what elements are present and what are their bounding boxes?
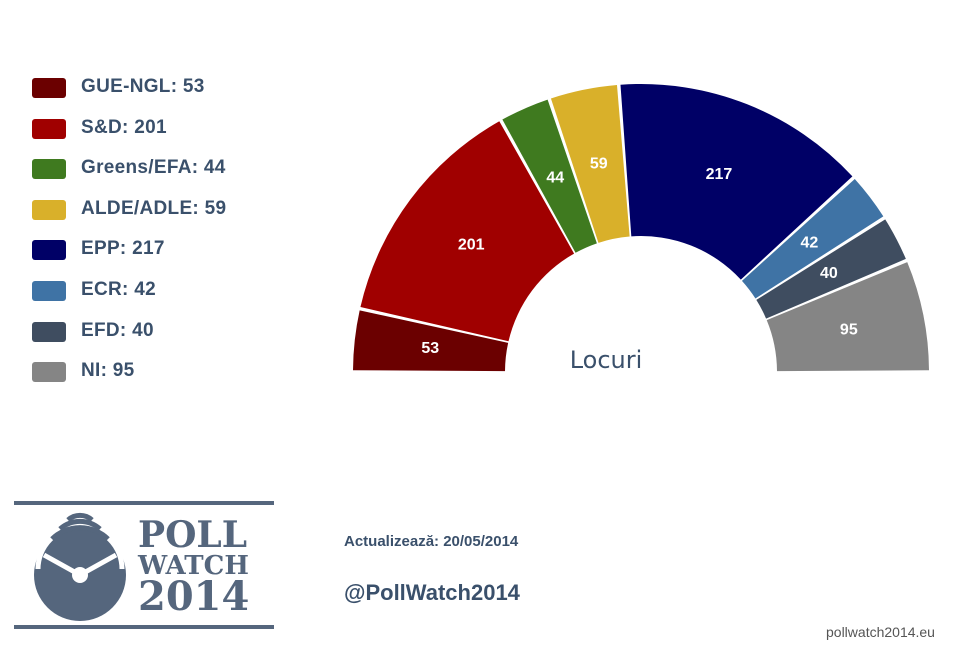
legend-label-epp: EPP: 217 xyxy=(81,238,165,260)
pollwatch-logo: POLL WATCH 2014 xyxy=(14,501,274,629)
twitter-handle[interactable]: @PollWatch2014 xyxy=(344,580,520,605)
chart-slices xyxy=(353,84,929,372)
legend-label-ecr: ECR: 42 xyxy=(81,278,156,300)
legend-swatch-gue-ngl xyxy=(32,78,66,98)
slice-greens-efa xyxy=(502,99,597,253)
slice-label-alde-adle: 59 xyxy=(590,155,608,172)
slice-ecr xyxy=(741,179,884,299)
slice-label-ecr: 42 xyxy=(801,234,819,251)
slice-label-efd: 40 xyxy=(820,265,838,282)
legend-label-efd: EFD: 40 xyxy=(81,319,154,341)
legend-label-greens-efa: Greens/EFA: 44 xyxy=(81,157,226,179)
legend-swatch-efd xyxy=(32,321,66,342)
slice-epp xyxy=(620,84,853,280)
slice-efd xyxy=(756,219,906,319)
logo-text-year: 2014 xyxy=(138,573,250,620)
slice-label-ni: 95 xyxy=(840,321,858,338)
slice-ni xyxy=(766,262,929,372)
slice-s-and-d xyxy=(360,121,575,342)
legend-label-alde-adle: ALDE/ADLE: 59 xyxy=(81,197,227,219)
website-url[interactable]: pollwatch2014.eu xyxy=(826,624,935,640)
chart-center-label: Locuri xyxy=(570,346,643,374)
logo-top-rule xyxy=(14,501,274,505)
legend-label-ni: NI: 95 xyxy=(81,360,135,382)
legend-swatch-epp xyxy=(32,240,66,261)
legend-swatch-s-and-d xyxy=(32,118,66,139)
slice-label-greens-efa: 44 xyxy=(546,169,564,186)
legend-label-s-and-d: S&D: 201 xyxy=(81,116,167,138)
logo-text-watch: WATCH xyxy=(138,551,249,581)
slice-label-s-and-d: 201 xyxy=(458,236,485,253)
slice-gue-ngl xyxy=(353,310,509,372)
legend-swatch-alde-adle xyxy=(32,199,66,220)
legend-swatch-ecr xyxy=(32,280,66,301)
slice-alde-adle xyxy=(550,85,630,243)
logo-text-poll: POLL xyxy=(138,514,248,556)
radio-dish-icon xyxy=(34,512,126,621)
legend-swatch-greens-efa xyxy=(32,159,66,180)
legend-swatch-ni xyxy=(32,362,66,383)
logo-bottom-rule xyxy=(14,625,274,629)
updated-date: Actualizează: 20/05/2014 xyxy=(344,533,519,550)
legend-label-gue-ngl: GUE-NGL: 53 xyxy=(81,76,205,97)
slice-label-epp: 217 xyxy=(706,166,733,183)
slice-label-gue-ngl: 53 xyxy=(421,340,439,357)
